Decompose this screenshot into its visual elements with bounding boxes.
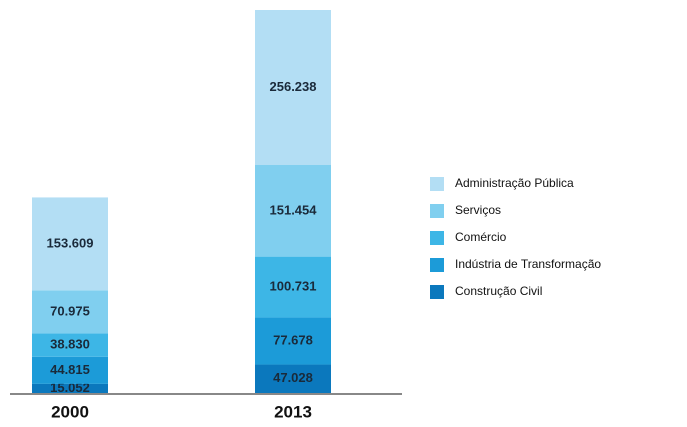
legend-swatch	[430, 204, 444, 218]
legend-swatch	[430, 285, 444, 299]
value-label: 100.731	[270, 279, 317, 294]
bar-segment	[255, 10, 331, 166]
legend-label: Serviços	[455, 203, 501, 217]
bar-segment	[255, 317, 331, 365]
legend-label: Comércio	[455, 230, 507, 244]
legend-swatch	[430, 231, 444, 245]
value-label: 77.678	[273, 332, 313, 347]
bar-segment	[32, 356, 108, 384]
value-label: 153.609	[47, 235, 94, 250]
legend-label: Indústria de Transformação	[455, 257, 601, 271]
value-label: 151.454	[270, 202, 318, 217]
value-label: 44.815	[50, 362, 90, 377]
bar-segment	[32, 290, 108, 334]
legend-swatch	[430, 258, 444, 272]
legend-swatch	[430, 177, 444, 191]
legend-label: Construção Civil	[455, 284, 542, 298]
x-tick-label: 2000	[51, 402, 89, 421]
value-label: 38.830	[50, 336, 90, 351]
value-label: 47.028	[273, 370, 313, 385]
bar-segment	[255, 256, 331, 318]
bar-segment	[32, 383, 108, 393]
value-label: 256.238	[270, 79, 317, 94]
value-label: 70.975	[50, 303, 90, 318]
legend-label: Administração Pública	[455, 176, 574, 190]
bar-segment	[32, 197, 108, 291]
bar-segment	[32, 333, 108, 357]
bar-segment	[255, 364, 331, 393]
bar-segment	[255, 165, 331, 257]
x-tick-label: 2013	[274, 402, 312, 421]
